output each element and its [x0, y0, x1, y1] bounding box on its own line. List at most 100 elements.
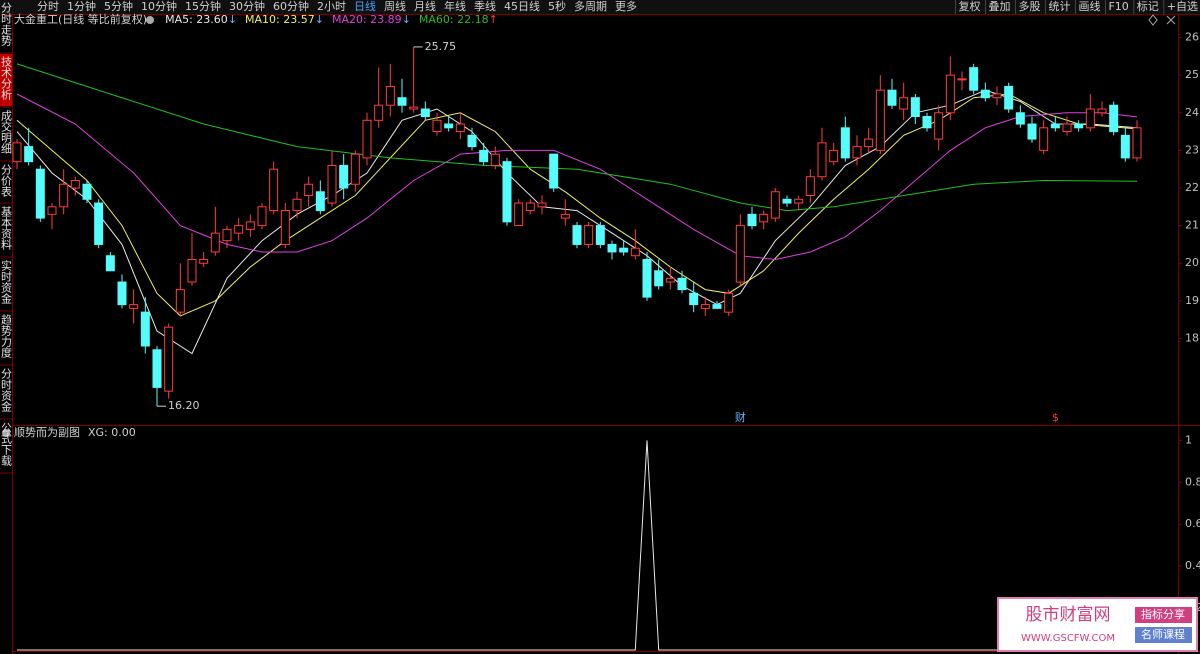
candle-body [234, 225, 244, 234]
period-tab[interactable]: 5秒 [548, 0, 566, 13]
period-tab[interactable]: 多周期 [574, 0, 607, 13]
icon-setting[interactable] [2, 429, 10, 437]
y-tick-label: 18 [1185, 331, 1199, 344]
candle-body [817, 142, 827, 178]
toolbar [0, 0, 1200, 14]
tool-button[interactable]: 标记 [1137, 0, 1159, 13]
tool-button[interactable]: 多股 [1018, 0, 1040, 13]
tool-button[interactable]: F10 [1108, 0, 1128, 13]
period-tab[interactable]: 季线 [474, 0, 496, 13]
sidebar-tab[interactable]: 成交明细 [0, 110, 13, 154]
candle-body [292, 198, 302, 212]
candle-body [899, 97, 909, 110]
candle-body [805, 176, 815, 197]
sidebar-tab[interactable]: 公式下载 [0, 422, 13, 466]
candle-body [770, 191, 780, 219]
candle-body [140, 311, 150, 347]
tool-button[interactable]: 复权 [958, 0, 980, 13]
period-tab[interactable]: 1分钟 [67, 0, 96, 13]
candle-body [199, 258, 209, 264]
tool-button[interactable]: 统计 [1048, 0, 1070, 13]
period-tab[interactable]: 年线 [444, 0, 466, 13]
legend-entry: MA20: 23.89 [332, 13, 402, 26]
sidebar-active [0, 54, 12, 106]
tool-button[interactable]: 叠加 [988, 0, 1010, 13]
candle-body [969, 67, 979, 91]
sidebar-tab[interactable]: 分价表 [0, 164, 13, 198]
sidebar-tab[interactable]: 分时资金 [0, 368, 13, 412]
candle-body [829, 149, 839, 163]
candle-body [992, 93, 1002, 99]
y-tick-label: 20 [1185, 256, 1199, 269]
period-tab[interactable]: 更多 [615, 0, 637, 13]
y-tick-label: 23 [1185, 143, 1199, 156]
candle-body [945, 74, 955, 114]
period-tab[interactable]: 月线 [414, 0, 436, 13]
candle-body [677, 277, 687, 291]
candle-body [257, 206, 267, 227]
sidebar-tab[interactable]: 趋势力度 [0, 314, 13, 359]
tool-button[interactable]: 画线 [1078, 0, 1100, 13]
period-tab[interactable]: 日线 [354, 0, 376, 13]
y-tick-label: 24 [1185, 106, 1199, 119]
candle-body [607, 243, 617, 253]
period-tab[interactable]: 周线 [384, 0, 406, 13]
y-tick-label: 0.8 [1185, 475, 1200, 488]
candle-body [47, 206, 57, 215]
series-line [16, 63, 1138, 212]
candle-body [654, 270, 664, 287]
period-tab[interactable]: 5分钟 [104, 0, 133, 13]
period-tab[interactable]: 45日线 [504, 0, 540, 13]
icon-setting[interactable] [146, 16, 154, 24]
candle-body [1027, 123, 1037, 140]
legend-entry: XG: 0.00 [88, 426, 136, 439]
candle-body [1120, 134, 1130, 159]
y-tick-label: 19 [1185, 294, 1199, 307]
legend-trend: ↓ [315, 13, 324, 26]
candle-body [479, 149, 489, 163]
candle-body [584, 225, 594, 245]
period-tab[interactable]: 30分钟 [229, 0, 265, 13]
candle-body [922, 116, 932, 129]
candle-body [619, 247, 629, 253]
candle-body [560, 213, 570, 219]
candle-body [630, 247, 640, 257]
candle-body [117, 281, 127, 306]
period-tab[interactable]: 分时 [37, 0, 59, 13]
candle-body [35, 168, 45, 219]
candle-body [525, 202, 535, 212]
period-tab[interactable]: 15分钟 [185, 0, 221, 13]
tool-button[interactable]: +自选 [1167, 0, 1198, 13]
candle-body [397, 97, 407, 106]
icon-diamond[interactable] [1148, 14, 1158, 26]
event-marker[interactable]: 财 [735, 410, 746, 424]
icon-close[interactable] [1166, 15, 1176, 25]
watermark-url: WWW.GSCFW.COM [1021, 633, 1115, 644]
tag-bg [1135, 627, 1192, 643]
candle-body [747, 213, 757, 227]
series-line [17, 440, 1137, 651]
candle-body [152, 349, 162, 388]
y-tick-label: 22 [1185, 181, 1199, 194]
legend-trend: ↓ [228, 13, 237, 26]
candle-body [537, 202, 547, 208]
sidebar-tab[interactable]: 分时走势 [0, 2, 13, 46]
candle-body [794, 198, 804, 204]
sidebar-tab[interactable]: 技术分析 [0, 56, 13, 101]
period-tab[interactable]: 60分钟 [273, 0, 309, 13]
period-tab[interactable]: 2小时 [317, 0, 346, 13]
candle-body [210, 232, 220, 253]
candle-body [759, 213, 769, 223]
candle-body [490, 153, 500, 166]
candle-body [840, 127, 850, 159]
candle-body [887, 89, 897, 106]
sidebar-tab[interactable]: 实时资金 [0, 259, 13, 304]
period-tab[interactable]: 10分钟 [141, 0, 177, 13]
candle-body [385, 85, 395, 106]
sidebar-tab[interactable]: 基本资料 [0, 206, 13, 251]
candle-body [420, 108, 430, 118]
event-marker[interactable]: $ [1052, 411, 1059, 424]
candle-body [105, 255, 115, 272]
